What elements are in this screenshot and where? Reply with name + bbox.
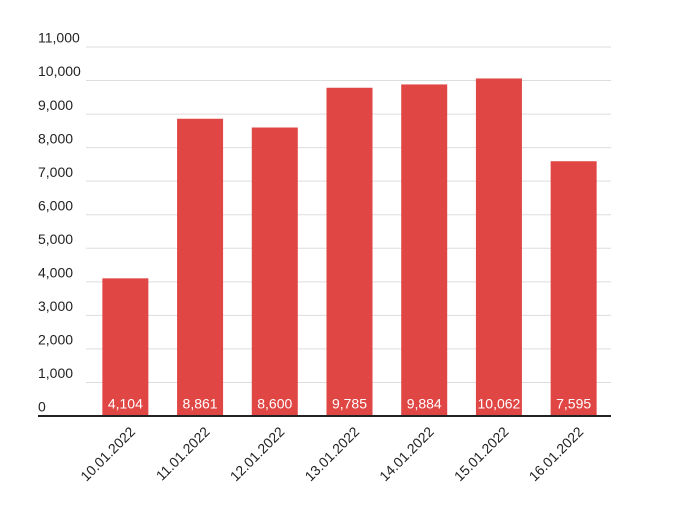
x-tick-label: 15.01.2022 — [451, 423, 512, 484]
y-tick-label: 11,000 — [38, 30, 80, 46]
x-tick-label: 13.01.2022 — [301, 423, 362, 484]
x-tick-label: 16.01.2022 — [526, 423, 587, 484]
value-label: 10,062 — [478, 396, 521, 412]
x-tick-label: 10.01.2022 — [77, 423, 138, 484]
x-tick-label: 14.01.2022 — [376, 423, 437, 484]
bar — [550, 161, 597, 416]
y-tick-label: 5,000 — [38, 231, 73, 247]
bar — [475, 78, 522, 416]
x-tick-label: 12.01.2022 — [227, 423, 288, 484]
value-label: 7,595 — [556, 396, 591, 412]
y-tick-label: 1,000 — [38, 365, 73, 381]
bar — [177, 118, 224, 417]
y-tick-label: 9,000 — [38, 97, 73, 113]
y-tick-label: 2,000 — [38, 332, 73, 348]
y-tick-label: 4,000 — [38, 265, 73, 281]
x-tick-label: 11.01.2022 — [153, 423, 213, 483]
y-tick-label: 0 — [38, 399, 46, 415]
value-label: 9,785 — [332, 396, 367, 412]
bar — [326, 87, 373, 417]
value-label: 8,861 — [183, 396, 218, 412]
y-tick-label: 3,000 — [38, 298, 73, 314]
y-tick-label: 10,000 — [38, 63, 81, 79]
y-tick-label: 8,000 — [38, 130, 73, 146]
value-label: 9,884 — [407, 396, 442, 412]
value-label: 4,104 — [108, 396, 143, 412]
bar — [251, 127, 298, 416]
bar — [401, 84, 448, 416]
y-tick-label: 6,000 — [38, 197, 73, 213]
value-label: 8,600 — [257, 396, 292, 412]
bar — [102, 278, 149, 416]
y-tick-label: 7,000 — [38, 164, 73, 180]
